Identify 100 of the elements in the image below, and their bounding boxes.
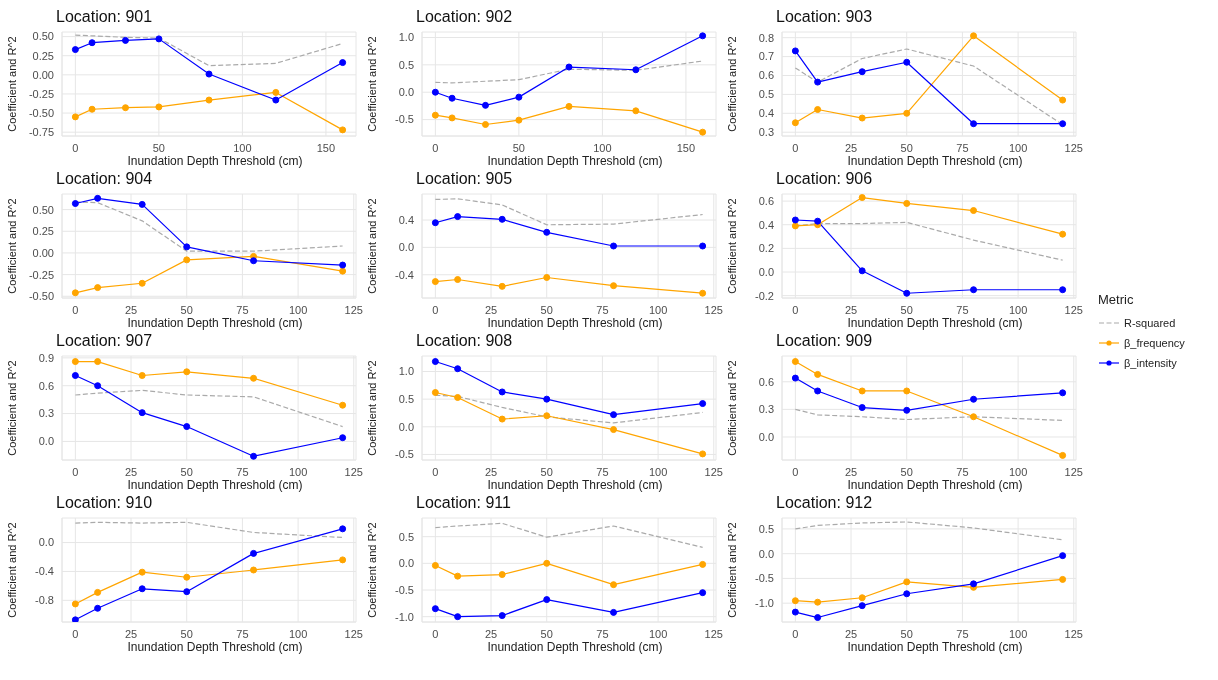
point <box>1059 120 1067 128</box>
point <box>339 59 347 67</box>
point <box>183 423 191 431</box>
chart-title: Location: 909 <box>775 332 874 351</box>
point <box>138 279 146 287</box>
point <box>791 374 799 382</box>
x-tick-label: 75 <box>596 627 609 640</box>
x-tick-label: 0 <box>72 303 79 316</box>
x-tick-label: 25 <box>484 303 498 316</box>
line-series <box>434 198 704 226</box>
point <box>791 222 799 230</box>
point <box>138 568 146 576</box>
y-axis-title: Coefficient and R^2 <box>725 198 738 294</box>
x-tick-label: 75 <box>596 465 609 478</box>
y-tick-label: 1.0 <box>398 31 414 44</box>
point <box>903 58 911 66</box>
y-axis-title: Coefficient and R^2 <box>365 36 378 132</box>
legend-label: β_intensity <box>1124 356 1177 369</box>
x-tick-label: 75 <box>956 465 969 478</box>
x-tick-label: 125 <box>704 627 723 640</box>
y-tick-label: 0.3 <box>758 403 774 416</box>
point <box>498 612 506 620</box>
point <box>431 88 439 96</box>
line-series <box>434 522 704 548</box>
chart-title: Location: 910 <box>55 494 154 513</box>
point <box>454 213 462 221</box>
y-tick-label: -0.5 <box>395 113 414 126</box>
y-tick-label: 0.50 <box>32 203 54 216</box>
x-axis-title: Inundation Depth Threshold (cm) <box>846 316 1024 332</box>
x-tick-label: 50 <box>180 627 193 640</box>
point <box>543 395 551 403</box>
point <box>791 608 799 616</box>
point <box>339 434 347 442</box>
y-axis-title: Coefficient and R^2 <box>725 522 738 618</box>
point <box>250 257 258 265</box>
point <box>903 387 911 395</box>
y-tick-label: 0.5 <box>398 530 414 543</box>
point <box>791 47 799 55</box>
point <box>1059 230 1067 238</box>
chart-title: Location: 906 <box>775 170 874 189</box>
x-tick-label: 100 <box>288 465 308 478</box>
y-axis-title: Coefficient and R^2 <box>725 360 738 456</box>
y-tick-label: 0.4 <box>398 213 414 226</box>
point <box>183 368 191 376</box>
point <box>970 207 978 215</box>
point <box>339 525 347 533</box>
point <box>610 242 618 250</box>
point <box>138 409 146 417</box>
y-tick-label: 0.6 <box>758 195 774 207</box>
x-axis-title: Inundation Depth Threshold (cm) <box>486 316 664 332</box>
x-tick-label: 150 <box>316 141 336 154</box>
point <box>814 614 822 622</box>
point <box>121 104 129 112</box>
y-tick-label: 0.0 <box>758 265 774 278</box>
y-tick-label: 0.8 <box>758 31 774 44</box>
y-tick-label: -0.4 <box>395 268 414 281</box>
y-tick-label: 0.2 <box>758 242 774 255</box>
point <box>1059 575 1067 583</box>
line-series <box>794 408 1064 422</box>
point <box>814 598 822 606</box>
line-series <box>434 60 704 84</box>
x-tick-label: 0 <box>432 141 439 154</box>
x-tick-label: 0 <box>72 141 79 154</box>
point <box>94 358 102 366</box>
point <box>858 602 866 610</box>
y-tick-label: 0.0 <box>38 536 54 549</box>
x-axis-title: Inundation Depth Threshold (cm) <box>486 154 664 170</box>
point <box>699 289 707 297</box>
point <box>498 415 506 423</box>
point <box>183 573 191 581</box>
point <box>903 199 911 207</box>
point <box>431 219 439 227</box>
x-tick-label: 25 <box>124 303 138 316</box>
x-axis-title: Inundation Depth Threshold (cm) <box>486 478 664 494</box>
point <box>699 400 707 408</box>
x-tick-label: 100 <box>1008 303 1028 316</box>
point <box>814 78 822 86</box>
x-tick-label: 100 <box>648 465 668 478</box>
point <box>858 387 866 395</box>
x-tick-label: 25 <box>484 627 498 640</box>
x-axis-title: Inundation Depth Threshold (cm) <box>846 640 1024 656</box>
point <box>814 370 822 378</box>
point <box>94 194 102 202</box>
x-tick-label: 125 <box>1064 465 1083 478</box>
x-tick-label: 100 <box>1008 141 1028 154</box>
point <box>970 395 978 403</box>
point <box>699 560 707 568</box>
x-tick-label: 0 <box>792 141 799 154</box>
y-tick-label: 0.3 <box>758 126 774 139</box>
point <box>970 286 978 294</box>
point <box>1059 451 1067 459</box>
y-tick-label: 0.50 <box>32 30 54 43</box>
y-tick-label: 1.0 <box>398 365 414 378</box>
point <box>339 401 347 409</box>
y-tick-label: 0.9 <box>38 351 54 364</box>
y-tick-label: 0.0 <box>758 430 774 443</box>
x-tick-label: 0 <box>792 627 799 640</box>
point <box>814 217 822 225</box>
point <box>183 588 191 596</box>
point <box>858 194 866 202</box>
